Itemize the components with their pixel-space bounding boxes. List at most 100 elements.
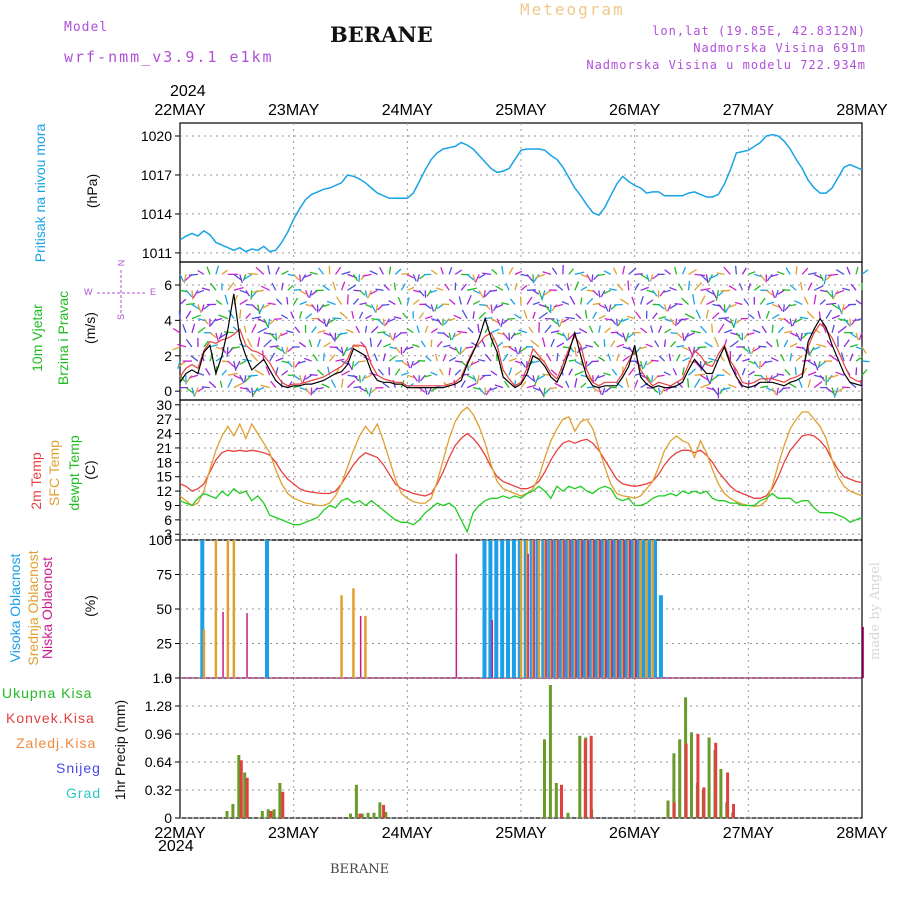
wind-barb [592,387,600,393]
wind-barb [197,304,202,314]
wind-barb [711,290,717,299]
wind-barb [520,360,527,368]
wind-barb [383,343,392,348]
wind-barb [185,303,195,306]
wind-barb [592,289,599,297]
mid-cloud-bar [573,540,577,678]
wind-barb [591,360,599,363]
total-rain-bar [260,811,264,818]
wind-barb [611,368,618,376]
low-cloud-bar [593,540,595,678]
wind-barb [776,387,779,396]
wind-barb [308,339,313,348]
wind-barb [443,318,450,325]
wind-barb [542,271,552,276]
wind-barb [681,367,685,376]
wind-barb [478,387,486,395]
wind-barb [592,311,597,319]
wind-barb [543,387,546,398]
wind-barb [494,303,504,309]
wind-barb [209,344,218,348]
wind-barb [758,345,767,348]
wind-barb [358,360,366,363]
wind-barb [476,375,480,385]
wind-barb [532,387,540,391]
wind-barb [359,302,367,306]
high-cloud-bar [635,540,640,678]
wind-barb [562,332,569,342]
model-name: wrf-nmm_v3.9.1 e1km [64,48,274,66]
high-cloud-bar [606,540,610,678]
wind-barb [535,273,546,279]
x-tick-label-bottom: 23MAY [268,825,320,842]
compass-e-label: E [150,287,157,297]
wind-barb [472,274,476,282]
wind-barb [658,315,667,320]
high-cloud-bar [582,540,587,678]
wind-barb [299,387,308,391]
wind-barb [825,289,834,299]
mid-cloud-bar [364,615,367,678]
wind-barb [695,309,702,319]
wind-barb [246,338,253,348]
wind-barb [628,367,636,376]
wind-barb [514,360,523,365]
conv-rain-bar [714,742,718,819]
wind-barb [808,346,815,356]
wind-barb [457,330,468,334]
low-cloud-bar [491,620,493,678]
wind-barb [586,274,592,283]
wind-barb [575,313,582,320]
wind-barb [532,274,540,284]
wind-barb [603,289,612,295]
wind-barb [490,370,498,376]
wind-barb [568,368,573,376]
wind-barb [208,381,217,389]
wind-barb [616,353,620,362]
wind-barb [616,283,624,291]
wind-barb [622,332,627,342]
wind-barb [290,311,295,319]
wind-barb [592,302,601,306]
wind-barb [546,353,552,362]
wind-barb [718,317,730,320]
wind-barb [776,271,785,275]
wind-barb [218,314,229,320]
wind-barb [254,369,265,376]
wind-barb [664,269,671,275]
wind-barb [318,304,325,312]
wind-barb [627,332,636,339]
mid-cloud-bar [621,540,624,678]
wind-barb [757,310,761,319]
wind-barb [754,273,762,278]
wind-barb [700,273,709,282]
wind-barb [275,346,284,352]
y-tick-label: 6 [164,512,172,528]
wind-barb [305,313,313,320]
wind-barb [311,304,317,311]
high-cloud-bar [511,540,516,678]
wind-barb [614,303,623,306]
wind-barb [789,318,793,327]
wind-barb [772,303,780,308]
wind-barb [206,266,211,275]
wind-barb [556,342,565,348]
wind-barb [230,346,240,350]
wind-barb [743,332,749,340]
high-cloud-bar [265,540,269,678]
wind-barb [267,265,271,275]
wind-barb [185,310,192,319]
wind-barb [528,326,534,334]
low-cloud-bar [581,540,583,678]
wind-barb [705,274,709,284]
low-cloud-bar [527,553,529,678]
total-rain-bar [666,800,670,818]
y-tick-label: 1017 [141,167,172,183]
wind-barb [585,344,593,348]
wind-barb [388,332,394,341]
wind-barb [651,375,654,383]
wind-barb [347,284,357,291]
wind-barb [861,269,869,275]
wind-barb [388,266,392,275]
wind-barb [826,340,833,348]
